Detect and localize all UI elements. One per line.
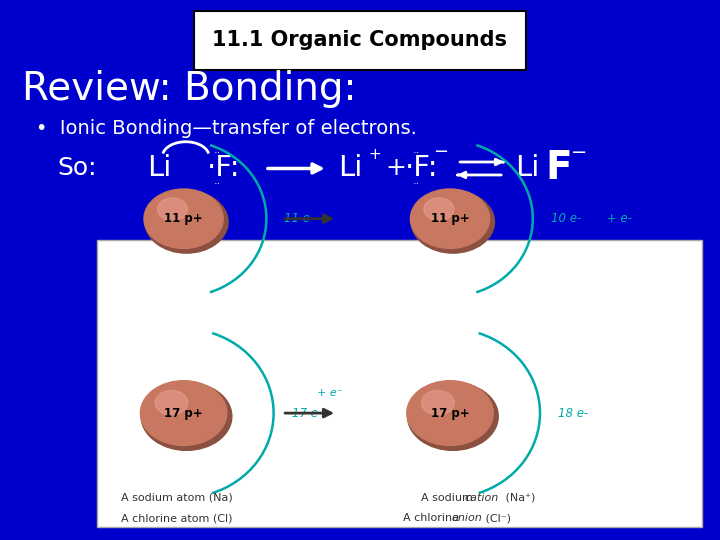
Text: A sodium: A sodium (421, 493, 477, 503)
Text: 17 p+: 17 p+ (164, 407, 203, 420)
Text: 11 p+: 11 p+ (164, 212, 203, 225)
Text: ··: ·· (214, 148, 221, 158)
Text: ··: ·· (214, 179, 221, 188)
Circle shape (145, 191, 228, 253)
Circle shape (407, 381, 493, 446)
FancyBboxPatch shape (194, 11, 526, 70)
Text: + e⁻: + e⁻ (317, 388, 343, 397)
Text: −: − (433, 143, 448, 161)
Text: cation: cation (464, 493, 499, 503)
Circle shape (421, 390, 454, 415)
Text: Li: Li (338, 154, 363, 183)
Circle shape (411, 191, 495, 253)
Circle shape (141, 382, 232, 450)
Circle shape (155, 390, 188, 415)
Text: F: F (545, 150, 572, 187)
Text: Li: Li (515, 154, 539, 183)
Text: 18 e-: 18 e- (558, 407, 588, 420)
Text: A sodium atom (Na): A sodium atom (Na) (120, 493, 233, 503)
Text: ·F:: ·F: (405, 154, 438, 183)
Text: (Na⁺): (Na⁺) (502, 493, 535, 503)
Text: 17 e-: 17 e- (292, 407, 322, 420)
Text: 17 p+: 17 p+ (431, 407, 469, 420)
Text: ··: ·· (413, 148, 420, 158)
Text: 10 e-: 10 e- (551, 212, 581, 225)
Text: So:: So: (58, 157, 97, 180)
Text: + e-: + e- (603, 212, 631, 225)
Text: (Cl⁻): (Cl⁻) (482, 514, 511, 523)
Circle shape (144, 189, 223, 248)
Text: +: + (385, 157, 406, 180)
Text: A chlorine: A chlorine (403, 514, 463, 523)
Text: 11 p+: 11 p+ (431, 212, 469, 225)
Text: ··: ·· (413, 179, 420, 188)
Text: ·F:: ·F: (207, 154, 240, 183)
Text: 11 e-: 11 e- (284, 212, 315, 225)
Text: •  Ionic Bonding—transfer of electrons.: • Ionic Bonding—transfer of electrons. (36, 119, 417, 138)
Circle shape (408, 382, 498, 450)
Text: A chlorine atom (Cl): A chlorine atom (Cl) (121, 514, 232, 523)
FancyBboxPatch shape (97, 240, 702, 526)
Circle shape (424, 198, 454, 220)
Text: Li: Li (148, 154, 172, 183)
Circle shape (158, 198, 187, 220)
Circle shape (410, 189, 490, 248)
Text: anion: anion (451, 514, 482, 523)
Text: Review: Bonding:: Review: Bonding: (22, 70, 356, 108)
Text: 11.1 Organic Compounds: 11.1 Organic Compounds (212, 30, 508, 51)
Text: +: + (368, 147, 381, 163)
Text: −: − (571, 143, 588, 162)
Circle shape (140, 381, 227, 446)
